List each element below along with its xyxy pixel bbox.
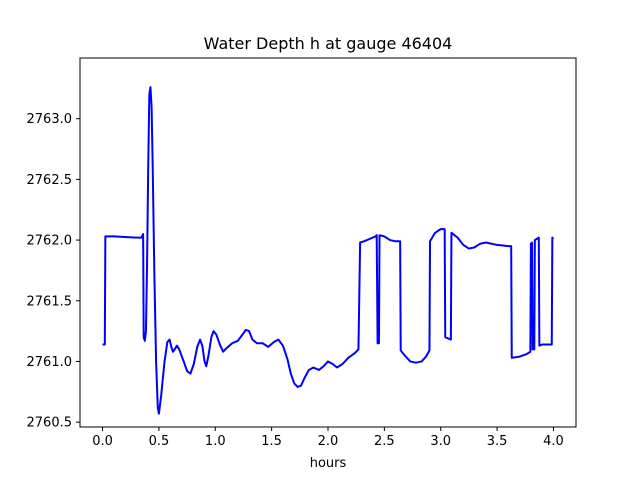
series-line-0	[102, 86, 555, 415]
x-tick-label: 2.0	[318, 434, 339, 449]
x-tick-label: 0.5	[149, 434, 170, 449]
y-tick-label: 2761.0	[27, 355, 73, 370]
chart-title: Water Depth h at gauge 46404	[204, 34, 453, 53]
y-axis: 2760.5 2761.0 2761.5 2762.0 2762.5 2763.0	[27, 112, 80, 431]
plot-area: 0.0 0.5 1.0 1.5 2.0 2.5 3.0 3.5 4.0 2760.5 2761.0…	[27, 57, 577, 449]
y-tick-label: 2760.5	[27, 416, 73, 431]
x-axis: 0.0 0.5 1.0 1.5 2.0 2.5 3.0 3.5 4.0	[92, 427, 564, 449]
series-layer	[102, 86, 555, 415]
x-tick-label: 1.5	[261, 434, 282, 449]
y-tick-label: 2761.5	[27, 294, 73, 309]
x-tick-label: 1.0	[205, 434, 226, 449]
y-tick-label: 2762.0	[27, 234, 73, 249]
y-tick-label: 2762.5	[27, 173, 73, 188]
x-tick-label: 4.0	[543, 434, 564, 449]
x-tick-label: 2.5	[374, 434, 395, 449]
x-tick-label: 3.5	[487, 434, 508, 449]
x-axis-label: hours	[310, 456, 347, 471]
x-tick-label: 0.0	[92, 434, 113, 449]
x-tick-label: 3.0	[430, 434, 451, 449]
y-tick-label: 2763.0	[27, 112, 73, 127]
